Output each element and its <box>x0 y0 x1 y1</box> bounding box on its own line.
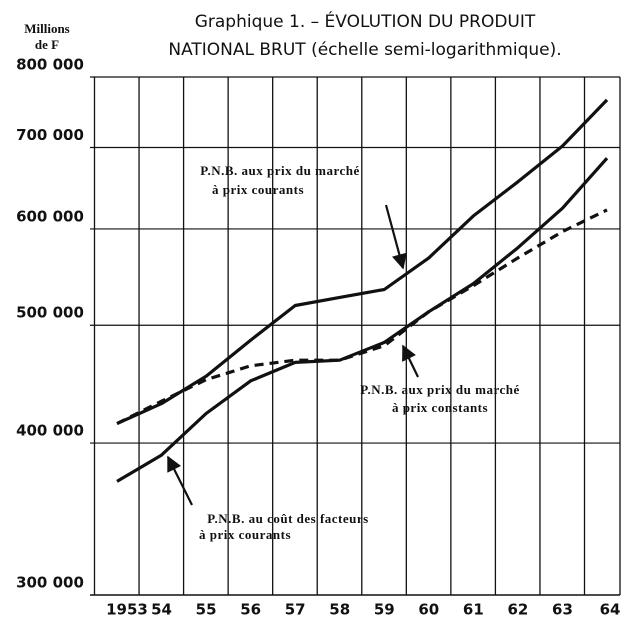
x-tick-label: 56 <box>240 601 261 619</box>
x-tick-label: 57 <box>285 601 306 619</box>
y-tick-label: 400 000 <box>16 422 84 440</box>
y-tick-label: 700 000 <box>16 126 84 144</box>
data-line <box>116 98 609 426</box>
series-label: P.N.B. au coût des facteurs <box>207 511 368 526</box>
x-tick-label: 64 <box>600 601 621 619</box>
x-tick-label: 58 <box>329 601 350 619</box>
chart-title: Graphique 1. – ÉVOLUTION DU PRODUIT <box>195 10 536 32</box>
series-label: P.N.B. aux prix du marché <box>200 163 360 178</box>
x-tick-label: 59 <box>374 601 395 619</box>
y-axis-label: Millions <box>24 21 70 36</box>
series-label: à prix courants <box>199 527 291 542</box>
series-label: à prix constants <box>392 400 488 415</box>
series-label: P.N.B. aux prix du marché <box>360 382 520 397</box>
data-line <box>116 157 609 483</box>
arrow <box>384 204 407 270</box>
y-tick-label: 500 000 <box>16 304 84 322</box>
x-tick-label: 60 <box>418 601 439 619</box>
x-tick-label: 55 <box>196 601 217 619</box>
x-tick-label: 62 <box>507 601 528 619</box>
x-tick-label: 1953 <box>106 601 148 619</box>
y-tick-label: 600 000 <box>16 207 84 225</box>
y-tick-label: 300 000 <box>16 574 84 592</box>
x-tick-label: 54 <box>151 601 172 619</box>
arrow <box>167 455 193 506</box>
chart-title: NATIONAL BRUT (échelle semi-logarithmiqu… <box>168 40 561 60</box>
arrow <box>402 344 419 378</box>
y-axis-label: de F <box>35 37 59 52</box>
x-tick-label: 61 <box>463 601 484 619</box>
series-label: à prix courants <box>212 182 304 197</box>
x-tick-label: 63 <box>552 601 573 619</box>
y-tick-label: 800 000 <box>16 56 84 74</box>
